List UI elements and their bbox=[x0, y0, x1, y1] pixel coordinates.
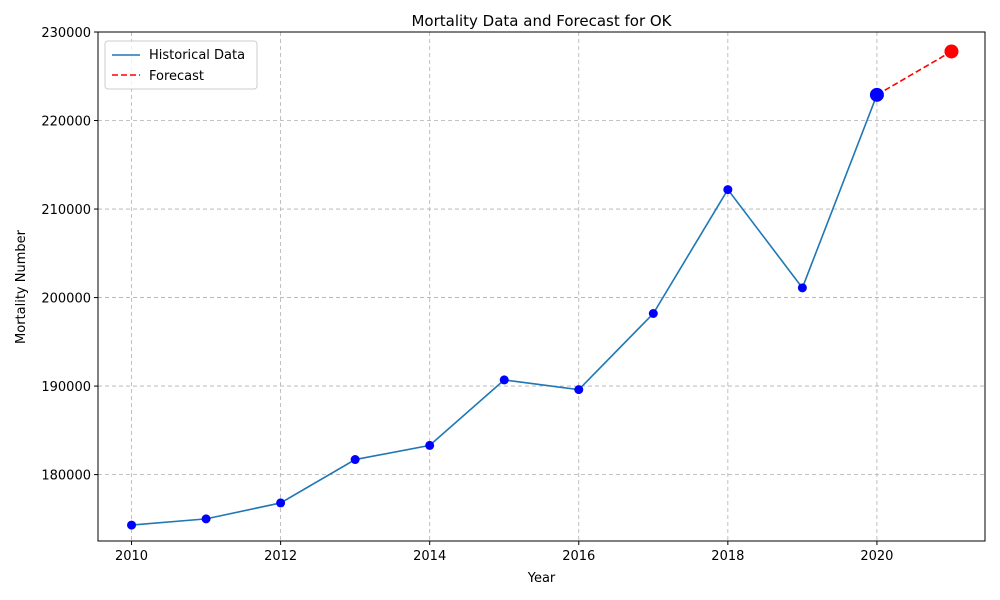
x-tick-label: 2012 bbox=[264, 549, 297, 564]
x-tick-label: 2016 bbox=[562, 549, 595, 564]
legend-label-forecast: Forecast bbox=[149, 69, 204, 84]
y-tick-label: 210000 bbox=[41, 203, 91, 218]
series-line-1 bbox=[876, 50, 952, 96]
data-point bbox=[797, 283, 807, 293]
data-point bbox=[201, 514, 211, 524]
data-point bbox=[648, 308, 658, 318]
grid bbox=[98, 31, 985, 541]
data-point bbox=[127, 520, 137, 530]
series-markers bbox=[127, 44, 959, 530]
x-axis-label: Year bbox=[527, 571, 556, 586]
x-tick-label: 2018 bbox=[711, 549, 744, 564]
y-tick-label: 190000 bbox=[41, 380, 91, 395]
y-tick-label: 220000 bbox=[41, 115, 91, 130]
data-point bbox=[723, 185, 733, 195]
data-point bbox=[574, 385, 584, 395]
plot-frame bbox=[97, 31, 986, 542]
y-tick-label: 180000 bbox=[41, 469, 91, 484]
x-tick-label: 2010 bbox=[115, 549, 148, 564]
x-axis-ticks: 2010 2012 2014 2016 2018 2020 bbox=[115, 541, 893, 564]
x-tick-label: 2020 bbox=[860, 549, 893, 564]
legend-label-historical: Historical Data bbox=[149, 48, 245, 63]
data-point bbox=[276, 498, 286, 508]
highlight-point bbox=[869, 87, 884, 102]
data-point bbox=[425, 440, 435, 450]
chart-title: Mortality Data and Forecast for OK bbox=[411, 12, 672, 30]
data-point bbox=[499, 375, 509, 385]
y-tick-label: 200000 bbox=[41, 292, 91, 307]
y-tick-label: 230000 bbox=[41, 26, 91, 41]
y-axis-label: Mortality Number bbox=[14, 229, 29, 344]
legend-box bbox=[104, 40, 258, 90]
x-tick-label: 2014 bbox=[413, 549, 446, 564]
data-point bbox=[350, 455, 360, 465]
legend: Historical Data Forecast bbox=[104, 40, 258, 90]
highlight-point bbox=[944, 44, 959, 59]
y-axis-ticks: 180000 190000 200000 210000 220000 230000 bbox=[41, 26, 98, 484]
